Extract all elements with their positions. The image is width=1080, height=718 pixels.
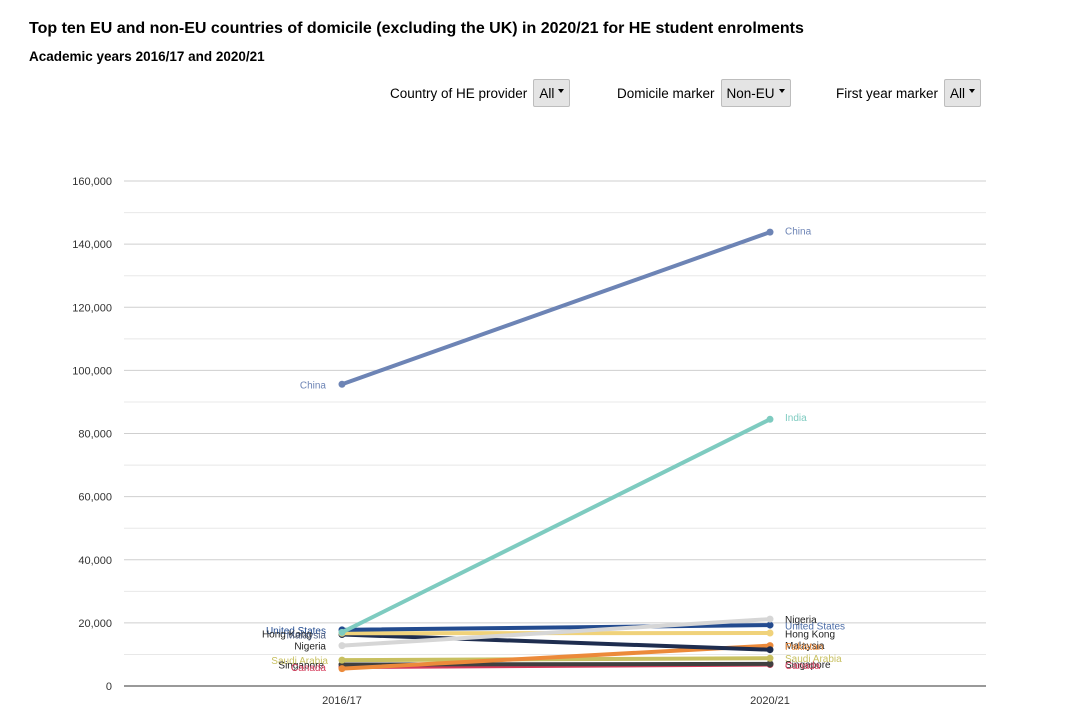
label-left-hong-kong: Hong Kong — [262, 629, 312, 640]
y-tick-label: 80,000 — [78, 429, 112, 441]
label-right-malaysia: Malaysia — [785, 641, 825, 652]
first-year-dropdown[interactable]: All — [944, 79, 982, 107]
y-tick-label: 160,000 — [72, 176, 112, 188]
point-hong-kong-2020-21 — [766, 629, 774, 637]
y-tick-label: 140,000 — [72, 239, 112, 251]
y-tick-label: 120,000 — [72, 302, 112, 314]
label-left-malaysia: Malaysia — [287, 631, 327, 642]
point-saudi-arabia-2020-21 — [766, 654, 774, 662]
series-line-malaysia — [340, 632, 772, 652]
y-axis: 0 20,000 40,000 60,000 80,000 100,000 120,000 1… — [72, 176, 112, 693]
label-right-canada: Canada — [785, 661, 820, 672]
series-line-china — [340, 230, 772, 387]
label-right-china: China — [785, 227, 812, 238]
point-nigeria-2020-21 — [766, 615, 774, 623]
x-axis: 2016/17 2020/21 — [322, 695, 790, 707]
label-right-pakistan: Pakistan — [785, 642, 823, 653]
label-left-canada: Canada — [291, 663, 326, 674]
chart-subtitle: Academic years 2016/17 and 2020/21 — [29, 49, 265, 64]
chart-title: Top ten EU and non-EU countries of domic… — [29, 20, 804, 37]
label-left-singapore: Singapore — [278, 661, 324, 672]
label-left-china: China — [300, 380, 327, 391]
y-tick-label: 60,000 — [78, 492, 112, 504]
domicile-filter: Domicile marker Non-EU — [617, 78, 791, 108]
series-line-pakistan — [340, 643, 772, 671]
label-right-nigeria: Nigeria — [785, 615, 817, 626]
x-tick-label: 2020/21 — [750, 695, 790, 707]
label-right-united-states: United States — [785, 622, 845, 633]
series-line-saudi-arabia — [340, 656, 772, 663]
label-right-india: India — [785, 413, 807, 424]
y-tick-label: 0 — [106, 681, 112, 693]
series-line-nigeria — [340, 617, 772, 648]
first-year-filter-label: First year marker — [836, 85, 939, 101]
y-tick-label: 40,000 — [78, 555, 112, 567]
label-right-saudi-arabia: Saudi Arabia — [785, 654, 842, 665]
y-tick-label: 100,000 — [72, 365, 112, 377]
domicile-filter-label: Domicile marker — [617, 85, 715, 101]
chevron-down-icon — [778, 89, 785, 93]
label-right-hong-kong: Hong Kong — [785, 630, 835, 641]
provider-dropdown-value: All — [539, 85, 555, 101]
chevron-down-icon — [558, 89, 565, 93]
domicile-dropdown-value: Non-EU — [726, 85, 775, 101]
first-year-dropdown-value: All — [950, 85, 966, 101]
y-tick-label: 20,000 — [78, 618, 112, 630]
point-india-2016-17 — [338, 628, 346, 636]
x-tick-label: 2016/17 — [322, 695, 362, 707]
series-line-united-states — [340, 623, 772, 632]
point-united-states-2020-21 — [766, 621, 774, 629]
point-pakistan-2016-17 — [338, 665, 346, 673]
label-left-nigeria: Nigeria — [294, 642, 326, 653]
point-singapore-2020-21 — [766, 660, 774, 668]
provider-filter-label: Country of HE provider — [390, 85, 528, 101]
first-year-filter: First year marker All — [836, 78, 982, 108]
provider-dropdown[interactable]: All — [533, 79, 571, 107]
label-left-saudi-arabia: Saudi Arabia — [271, 656, 328, 667]
series-lines — [338, 228, 774, 673]
point-nigeria-2016-17 — [338, 642, 346, 650]
provider-filter: Country of HE provider All — [390, 78, 571, 108]
point-saudi-arabia-2016-17 — [338, 656, 346, 664]
gridlines — [124, 180, 986, 687]
chevron-down-icon — [969, 89, 976, 93]
point-china-2016-17 — [338, 380, 346, 388]
label-left-united-states: United States — [266, 626, 326, 637]
point-china-2020-21 — [766, 228, 774, 236]
label-right-singapore: Singapore — [785, 660, 831, 671]
point-malaysia-2020-21 — [766, 646, 774, 654]
point-india-2020-21 — [766, 415, 774, 423]
series-line-india — [340, 417, 772, 635]
domicile-dropdown[interactable]: Non-EU — [720, 79, 791, 107]
